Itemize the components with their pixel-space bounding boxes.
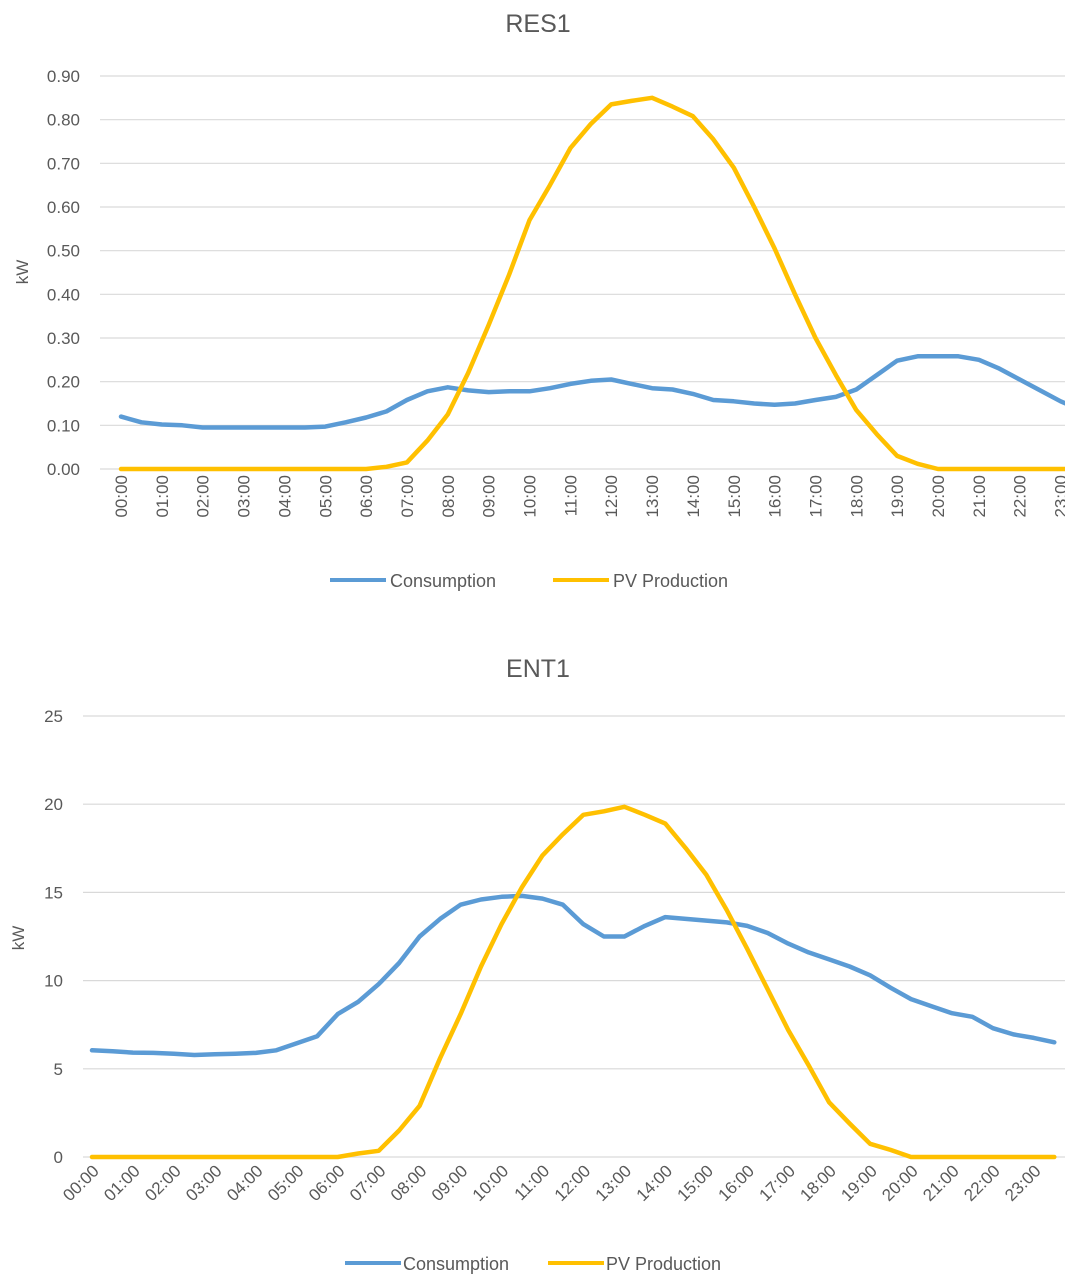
y-tick-label: 15 [44,883,63,902]
y-tick-label: 0.70 [47,154,80,173]
legend-label-pv: PV Production [613,571,728,591]
x-tick-label: 17:00 [755,1161,799,1205]
x-tick-label: 23:00 [1001,1161,1045,1205]
legend-label-consumption: Consumption [390,571,496,591]
x-tick-label: 06:00 [357,475,376,518]
x-tick-label: 02:00 [194,475,213,518]
series-line-consumption [118,354,1065,430]
series-line-consumption [89,893,1057,1058]
y-tick-label: 10 [44,972,63,991]
x-tick-label: 11:00 [561,475,580,516]
legend: Consumption PV Production [345,1254,721,1274]
x-tick-label: 05:00 [316,475,335,518]
x-tick-label: 18:00 [796,1161,840,1205]
chart-title: RES1 [505,10,570,38]
series-lines [118,95,1065,472]
x-tick-label: 11:00 [511,1161,554,1204]
y-tick-label: 25 [44,707,63,726]
x-tick-label: 19:00 [837,1161,881,1205]
chart-res1: RES1 kW 0.00 0.10 0.20 0.30 0.40 0.50 0.60 0.70… [13,10,1065,591]
y-axis-label: kW [13,260,32,285]
y-tick-label: 0.50 [47,242,80,261]
x-tick-label: 13:00 [643,475,662,518]
x-tick-label: 12:00 [551,1161,595,1205]
chart-title: ENT1 [506,655,570,683]
y-tick-label: 0.00 [47,460,80,479]
x-tick-labels: 00:00 01:00 02:00 03:00 04:00 05:00 06:00 07:00… [112,475,1065,518]
x-tick-label: 10:00 [521,475,540,518]
y-tick-label: 0.90 [47,67,80,86]
series-lines [89,804,1057,1160]
x-tick-label: 14:00 [633,1161,677,1205]
x-tick-label: 21:00 [970,475,989,518]
x-tick-label: 09:00 [428,1161,472,1205]
y-tick-label: 0.80 [47,111,80,130]
x-tick-label: 15:00 [674,1161,718,1205]
y-tick-label: 0.10 [47,416,80,435]
series-line-pv-production [89,804,1057,1160]
x-tick-label: 04:00 [223,1161,267,1205]
y-tick-label: 0.20 [47,373,80,392]
y-tick-labels: 0 5 10 15 20 25 [44,707,63,1167]
x-tick-label: 09:00 [480,475,499,518]
x-tick-label: 18:00 [847,475,866,518]
x-tick-label: 19:00 [888,475,907,518]
x-tick-label: 15:00 [725,475,744,518]
x-tick-label: 16:00 [715,1161,759,1205]
x-tick-label: 08:00 [387,1161,431,1205]
x-tick-label: 07:00 [346,1161,390,1205]
y-tick-label: 0 [54,1148,63,1167]
x-tick-label: 06:00 [305,1161,349,1205]
x-tick-label: 20:00 [929,475,948,518]
y-tick-label: 20 [44,795,63,814]
x-tick-label: 01:00 [153,475,172,518]
x-tick-label: 04:00 [275,475,294,518]
y-tick-label: 5 [54,1060,63,1079]
legend-label-pv: PV Production [606,1254,721,1274]
x-tick-label: 22:00 [960,1161,1004,1205]
legend: Consumption PV Production [330,571,728,591]
y-tick-label: 0.30 [47,329,80,348]
series-line-pv-production [118,95,1065,472]
x-tick-label: 02:00 [141,1161,185,1205]
x-tick-labels: 00:0001:0002:0003:0004:0005:0006:0007:00… [59,1161,1044,1205]
x-tick-label: 08:00 [439,475,458,518]
x-tick-label: 12:00 [602,475,621,518]
x-tick-label: 22:00 [1011,475,1030,518]
x-tick-label: 05:00 [264,1161,308,1205]
x-tick-label: 00:00 [59,1161,103,1205]
y-axis-label: kW [9,926,28,951]
y-tick-label: 0.40 [47,285,80,304]
x-tick-label: 07:00 [398,475,417,518]
x-tick-label: 14:00 [684,475,703,518]
x-tick-label: 20:00 [878,1161,922,1205]
x-tick-label: 00:00 [112,475,131,518]
gridlines [83,715,1065,1158]
y-tick-label: 0.60 [47,198,80,217]
x-tick-label: 03:00 [235,475,254,518]
legend-label-consumption: Consumption [403,1254,509,1274]
x-tick-label: 21:00 [919,1161,963,1205]
x-tick-label: 01:00 [100,1161,144,1205]
x-tick-label: 16:00 [766,475,785,518]
x-tick-label: 17:00 [806,475,825,518]
y-tick-labels: 0.00 0.10 0.20 0.30 0.40 0.50 0.60 0.70 0.80 0.90 [47,67,80,479]
x-tick-label: 03:00 [182,1161,226,1205]
x-tick-label: 13:00 [592,1161,636,1205]
x-tick-label: 10:00 [469,1161,513,1205]
x-tick-label: 23:00 [1052,475,1065,518]
